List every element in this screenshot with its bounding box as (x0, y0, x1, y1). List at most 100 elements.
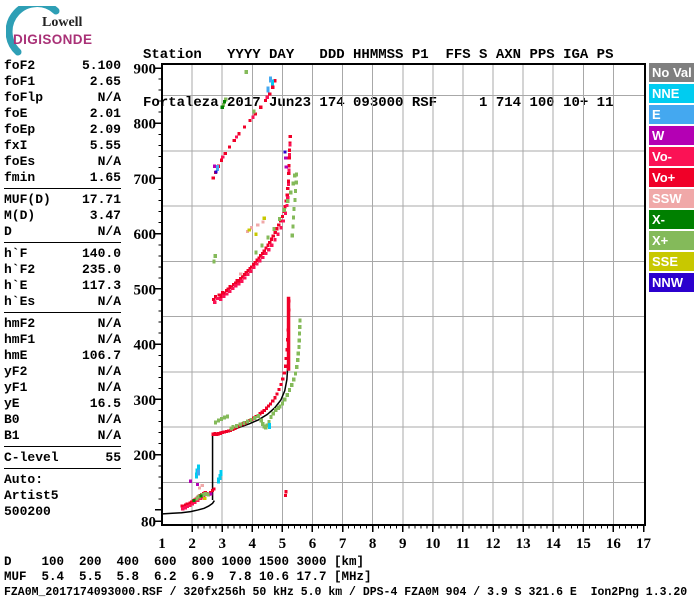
station-header: Station YYYY DAY DDD HHMMSS P1 FFS S AXN… (143, 15, 613, 127)
param-row-fmin: fmin 1.65 (4, 170, 121, 186)
param-value: 3.47 (89, 208, 121, 223)
param-row-c-level: C-level 55 (4, 450, 121, 466)
param-label: Artist5 (4, 488, 59, 503)
param-value: N/A (97, 332, 121, 347)
y-tick-label: 400 (134, 338, 157, 354)
series-vo- (181, 95, 292, 511)
param-row-b0: B0 N/A (4, 412, 121, 428)
series-sse (203, 216, 266, 500)
legend-item-nnw: NNW (649, 273, 694, 292)
param-value: 5.55 (89, 138, 121, 153)
status-line: FZA0M_2017174093000.RSF / 320fx256h 50 k… (4, 586, 688, 599)
echo-points (180, 69, 302, 511)
param-value: 17.71 (81, 192, 121, 207)
param-row-yf1: yF1 N/A (4, 380, 121, 396)
x-tick-label: 3 (218, 536, 226, 552)
series-e (196, 76, 272, 476)
x-tick-label: 17 (636, 536, 652, 552)
param-row-yf2: yF2 N/A (4, 364, 121, 380)
series-ssw (198, 220, 265, 490)
param-label: 500200 (4, 504, 51, 519)
distance-row: D 100 200 400 600 800 1000 1500 3000 [km… (4, 555, 365, 569)
param-row-foes: foEs N/A (4, 154, 121, 170)
param-row-fof1: foF1 2.65 (4, 74, 121, 90)
legend-item-sse: SSE (649, 252, 694, 271)
legend-item-vo+: Vo+ (649, 168, 694, 187)
param-row-500200: 500200 (4, 504, 121, 520)
x-tick-label: 11 (456, 536, 470, 552)
param-row-h-es: h`Es N/A (4, 294, 121, 310)
param-row-h-f2: h`F2 235.0 (4, 262, 121, 278)
param-label: h`F (4, 246, 28, 261)
param-label: foEp (4, 122, 36, 137)
param-row-auto-: Auto: (4, 472, 121, 488)
param-label: Auto: (4, 472, 44, 487)
y-tick-label: 700 (134, 172, 157, 188)
param-row-foep: foEp 2.09 (4, 122, 121, 138)
y-tick-label: 200 (134, 448, 157, 464)
station-header-columns: Station YYYY DAY DDD HHMMSS P1 FFS S AXN… (143, 47, 614, 63)
param-row-d: D N/A (4, 224, 121, 240)
x-tick-label: 4 (249, 536, 257, 552)
x-tick-label: 14 (546, 536, 562, 552)
param-group-0: foF2 5.100 foF1 2.65 foFlp N/A foE 2.01 foEp 2.09… (4, 58, 121, 186)
x-tick-label: 9 (399, 536, 407, 552)
param-row-hmf1: hmF1 N/A (4, 332, 121, 348)
param-row-b1: B1 N/A (4, 428, 121, 444)
param-row-hme: hmE 106.7 (4, 348, 121, 364)
y-tick-label: 900 (134, 62, 157, 78)
param-label: h`Es (4, 294, 36, 309)
param-value: N/A (97, 364, 121, 379)
param-value: 55 (105, 450, 121, 465)
param-label: fmin (4, 170, 36, 185)
legend-item-vo-: Vo- (649, 147, 694, 166)
param-group-1: MUF(D) 17.71 M(D) 3.47 D N/A (4, 188, 121, 240)
legend-item-nne: NNE (649, 84, 694, 103)
gridlines (162, 64, 645, 525)
param-row-m-d-: M(D) 3.47 (4, 208, 121, 224)
param-value: 1.65 (89, 170, 121, 185)
x-tick-label: 10 (425, 536, 440, 552)
param-value: 2.65 (89, 74, 121, 89)
param-value: N/A (97, 90, 121, 105)
param-label: foEs (4, 154, 36, 169)
param-group-4: C-level 55 (4, 446, 121, 466)
param-label: C-level (4, 450, 59, 465)
muf-row: MUF 5.4 5.5 5.8 6.2 6.9 7.8 10.6 17.7 [M… (4, 570, 372, 584)
line-baseline-curve (162, 500, 215, 515)
legend-item-w: W (649, 126, 694, 145)
param-value: N/A (97, 428, 121, 443)
param-label: yF1 (4, 380, 28, 395)
param-label: foF2 (4, 58, 36, 73)
param-value: N/A (97, 412, 121, 427)
lowell-digisonde-logo: Lowell DIGISONDE (5, 0, 136, 56)
param-row-fof2: foF2 5.100 (4, 58, 121, 74)
legend-item-x+: X+ (649, 231, 694, 250)
x-tick-label: 15 (576, 536, 591, 552)
x-tick-label: 13 (516, 536, 531, 552)
y-tick-label: 80 (141, 515, 156, 531)
y-tick-label: 500 (134, 282, 157, 298)
y-tick-label: 300 (134, 393, 157, 409)
param-value: N/A (97, 294, 121, 309)
x-tick-label: 1 (158, 536, 166, 552)
x-tick-label: 8 (369, 536, 377, 552)
param-group-3: hmF2 N/A hmF1 N/A hmE 106.7 yF2 N/A yF1 N/A yE 16.5… (4, 312, 121, 444)
plot-frame (161, 63, 646, 526)
param-label: h`F2 (4, 262, 36, 277)
param-label: yF2 (4, 364, 28, 379)
axis-ticks (155, 67, 645, 532)
series-x+ (195, 69, 302, 501)
x-tick-label: 7 (339, 536, 347, 552)
legend-item-e: E (649, 105, 694, 124)
param-row-muf-d-: MUF(D) 17.71 (4, 192, 121, 208)
param-value: N/A (97, 316, 121, 331)
param-label: hmE (4, 348, 28, 363)
param-label: foE (4, 106, 28, 121)
param-row-foe: foE 2.01 (4, 106, 121, 122)
param-value: 106.7 (81, 348, 121, 363)
x-tick-label: 2 (188, 536, 196, 552)
param-label: hmF2 (4, 316, 36, 331)
logo-digisonde-text: DIGISONDE (13, 32, 93, 47)
